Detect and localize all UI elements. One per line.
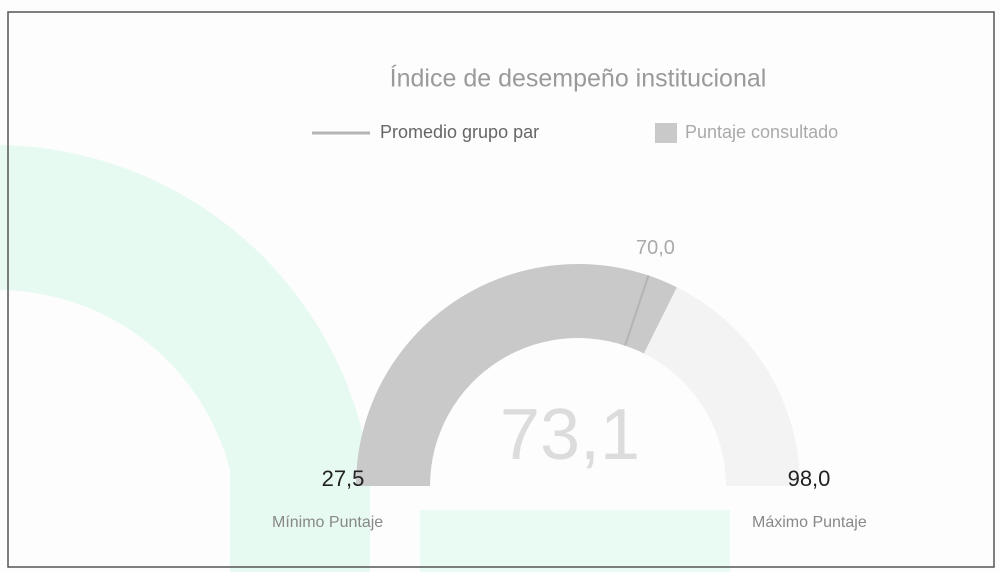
legend-label: Promedio grupo par — [380, 122, 539, 142]
range-label: 98,0 — [788, 466, 831, 491]
range-label: 27,5 — [322, 466, 365, 491]
watermark-bar — [420, 510, 730, 572]
frame — [7, 11, 995, 568]
legend-label: Puntaje consultado — [685, 122, 838, 142]
min-caption: Mínimo Puntaje — [272, 514, 383, 531]
watermark-arc — [0, 145, 370, 572]
average-label: 70,0 — [636, 237, 675, 259]
average-marker — [624, 275, 650, 346]
gauge-value-label: 73,1 — [500, 395, 640, 475]
chart-title: Índice de desempeño institucional — [390, 64, 767, 93]
max-caption: Máximo Puntaje — [752, 514, 867, 531]
legend-swatch — [655, 123, 677, 143]
gauge-value — [356, 264, 677, 486]
